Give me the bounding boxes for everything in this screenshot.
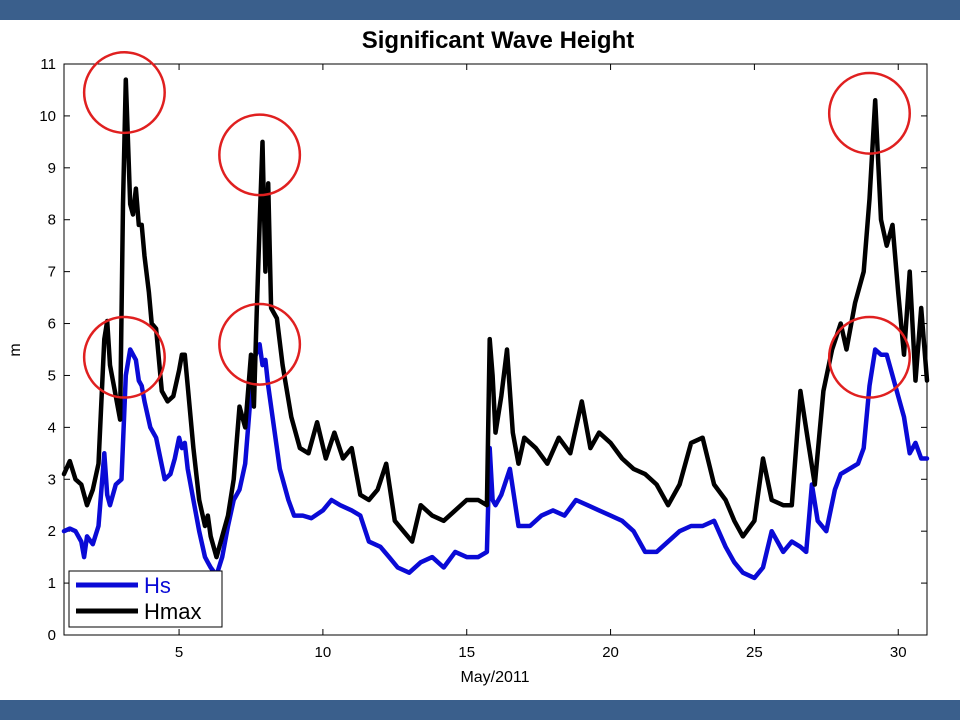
peak-highlight-circle (827, 315, 911, 399)
y-axis: 0 1 2 3 4 5 6 7 8 9 10 11 (39, 56, 927, 644)
y-tick-label: 2 (48, 523, 56, 540)
peak-highlight-circle (82, 315, 166, 399)
peak-highlight-circle (827, 71, 911, 155)
bottom-banner (0, 700, 960, 720)
series-line-hs (61, 342, 930, 581)
legend-box (68, 570, 223, 628)
y-tick-label: 8 (48, 212, 56, 229)
legend: Hs Hmax (68, 570, 223, 628)
y-tick-label: 9 (48, 160, 56, 177)
x-tick-label: 25 (746, 644, 763, 661)
x-tick-label: 5 (175, 644, 183, 661)
y-tick-label: 11 (40, 56, 56, 73)
y-tick-label: 5 (48, 367, 56, 384)
legend-label-hs: Hs (144, 573, 171, 598)
y-tick-label: 6 (48, 316, 56, 333)
top-banner (0, 0, 960, 20)
y-tick-label: 10 (39, 108, 56, 125)
x-tick-label: 15 (458, 644, 475, 661)
peak-highlight-circle (218, 302, 302, 386)
x-tick-label: 30 (890, 644, 907, 661)
peak-highlight-circle (82, 51, 166, 135)
x-axis: 5 10 15 20 25 30 (175, 64, 907, 661)
chart-title: Significant Wave Height (362, 27, 634, 54)
series-line-hmax (61, 77, 930, 560)
highlight-circles (82, 51, 911, 399)
legend-label-hmax: Hmax (144, 599, 201, 624)
y-tick-label: 0 (48, 627, 56, 644)
y-tick-label: 7 (48, 264, 56, 281)
peak-highlight-circle (218, 113, 302, 197)
y-axis-label: m (7, 343, 24, 356)
y-tick-label: 1 (48, 575, 56, 592)
y-tick-label: 3 (48, 471, 56, 488)
x-tick-label: 10 (315, 644, 332, 661)
plot-area (63, 63, 928, 636)
y-tick-label: 4 (48, 419, 56, 436)
series-lines (61, 77, 930, 581)
x-axis-label: May/2011 (460, 669, 529, 686)
wave-height-chart: Significant Wave Height 0 1 2 3 4 5 6 7 8 9 10 11 5… (7, 27, 930, 686)
x-tick-label: 20 (602, 644, 619, 661)
